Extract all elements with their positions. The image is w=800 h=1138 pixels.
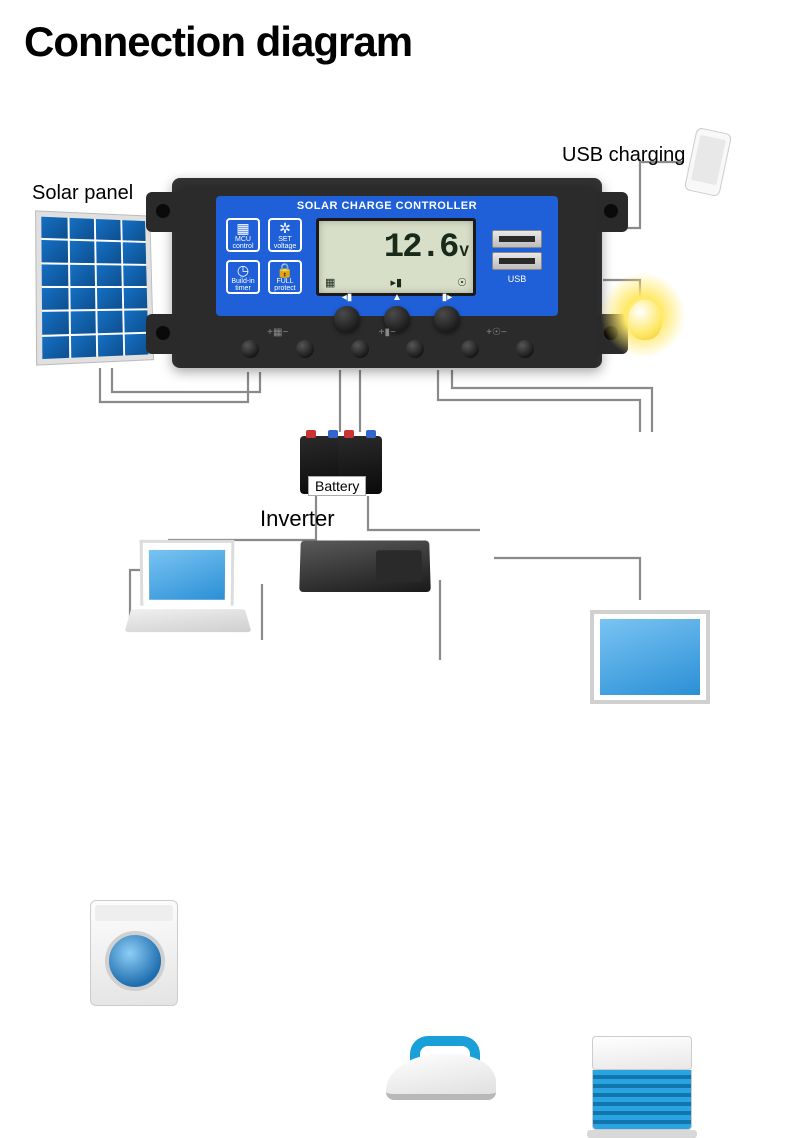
charge-controller: SOLAR CHARGE CONTROLLER ▦MCU control✲SET… (172, 178, 602, 368)
terminal[interactable] (296, 340, 314, 358)
feature-icon: ◷Build-in timer (226, 260, 260, 294)
terminal[interactable] (406, 340, 424, 358)
label-battery: Battery (308, 476, 366, 496)
controller-title: SOLAR CHARGE CONTROLLER (216, 200, 558, 212)
terminal[interactable] (461, 340, 479, 358)
terminal[interactable] (351, 340, 369, 358)
terminal[interactable] (516, 340, 534, 358)
monitor-icon (590, 610, 800, 724)
page-title: Connection diagram (24, 18, 412, 66)
solar-panel (35, 210, 154, 365)
terminal[interactable] (241, 340, 259, 358)
label-solar-panel: Solar panel (32, 182, 133, 205)
feature-icon: ▦MCU control (226, 218, 260, 252)
phone-icon (690, 130, 726, 194)
controller-lcd: 12.6V ▦▸▮☉ (316, 218, 476, 296)
usb-label: USB (492, 274, 542, 284)
terminals[interactable] (222, 340, 552, 358)
terminal-labels: +▦−+▮−+☉− (222, 327, 552, 338)
air-conditioner-icon (592, 1036, 800, 1138)
label-usb-charging: USB charging (562, 144, 685, 167)
washer-icon (90, 900, 800, 1006)
usb-ports[interactable]: USB (492, 230, 542, 284)
usb-port-1[interactable] (492, 230, 542, 248)
usb-port-2[interactable] (492, 252, 542, 270)
feature-icon: ✲SET voltage (268, 218, 302, 252)
lightbulb-icon (628, 300, 800, 354)
feature-icon: 🔒FULL protect (268, 260, 302, 294)
label-inverter: Inverter (260, 506, 335, 532)
battery-icon: Battery (300, 436, 376, 494)
